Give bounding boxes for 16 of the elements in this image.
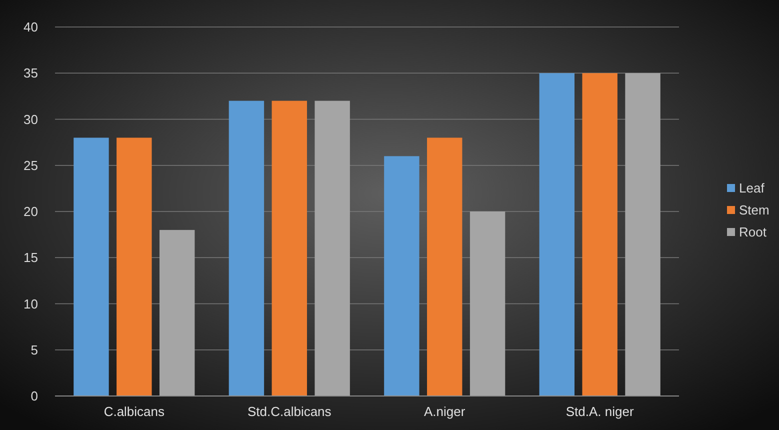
y-tick-label: 5 — [30, 342, 38, 358]
y-tick-label: 25 — [24, 158, 38, 173]
x-tick-label: C.albicans — [104, 404, 166, 419]
x-tick-label: Std.C.albicans — [247, 404, 332, 419]
x-tick-label: Std.A. niger — [566, 404, 634, 419]
y-tick-label: 40 — [24, 20, 38, 35]
y-tick-label: 30 — [24, 112, 38, 127]
y-tick-label: 15 — [24, 250, 38, 266]
legend-label: Root — [739, 224, 767, 240]
legend-label: Stem — [739, 202, 770, 218]
y-tick-label: 20 — [24, 204, 38, 220]
y-tick-label: 35 — [24, 66, 38, 81]
y-tick-label: 10 — [24, 296, 38, 312]
y-tick-label: 0 — [30, 388, 38, 404]
legend-label: Leaf — [739, 180, 765, 196]
x-tick-label: A.niger — [424, 404, 466, 419]
